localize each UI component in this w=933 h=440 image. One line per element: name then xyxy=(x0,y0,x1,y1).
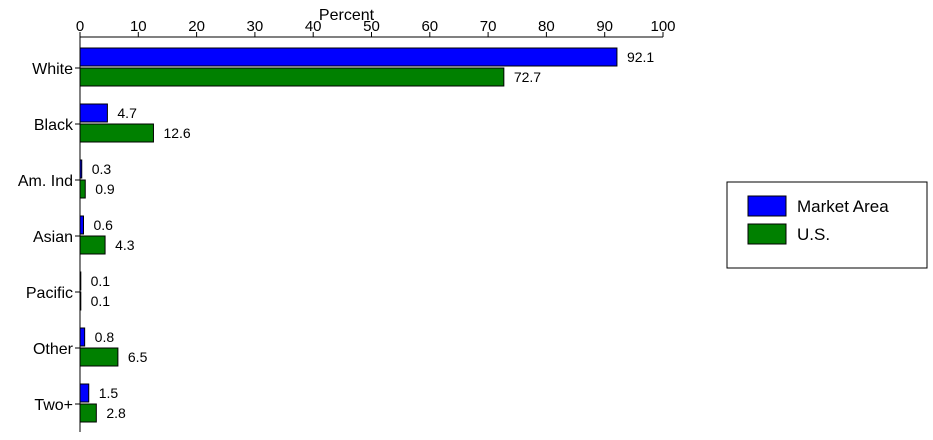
x-tick-label: 40 xyxy=(305,18,322,35)
category-label: Two+ xyxy=(34,397,73,414)
x-tick-label: 20 xyxy=(188,18,205,35)
bar-market-area xyxy=(79,103,108,123)
bar-us xyxy=(79,291,82,311)
bar-us xyxy=(79,347,119,367)
data-label: 0.6 xyxy=(93,217,113,233)
legend-label: U.S. xyxy=(797,225,830,244)
data-label: 0.8 xyxy=(95,329,115,345)
data-label: 0.1 xyxy=(91,273,111,289)
x-tick-label: 70 xyxy=(480,18,497,35)
x-tick-label: 100 xyxy=(650,18,675,35)
axis-layer: Percent 0 10 20 30 40 50 60 70 80 90 100 White Black A… xyxy=(18,7,676,432)
x-tick-label: 90 xyxy=(596,18,613,35)
x-tick-label: 10 xyxy=(130,18,147,35)
bar-market-area xyxy=(79,271,82,291)
x-tick-label: 0 xyxy=(76,18,84,35)
bar-market-area xyxy=(79,215,84,235)
legend-swatch xyxy=(747,195,787,217)
bar-us xyxy=(79,403,97,423)
category-label: White xyxy=(32,61,73,78)
x-tick-label: 80 xyxy=(538,18,555,35)
bar-us xyxy=(79,179,86,199)
x-tick-label: 50 xyxy=(363,18,380,35)
bar-market-area xyxy=(79,327,86,347)
data-label: 0.9 xyxy=(95,181,115,197)
data-label: 12.6 xyxy=(163,125,190,141)
bar-market-area xyxy=(79,47,618,67)
category-label: Asian xyxy=(33,229,73,246)
category-label: Pacific xyxy=(26,285,73,302)
data-label: 2.8 xyxy=(106,405,126,421)
data-label: 72.7 xyxy=(514,69,541,85)
bar-market-area xyxy=(79,383,90,403)
category-label: Am. Ind xyxy=(18,173,73,190)
legend: Market Area U.S. xyxy=(726,181,928,269)
legend-swatch xyxy=(747,223,787,245)
data-label: 4.7 xyxy=(117,105,137,121)
x-axis-label: Percent xyxy=(319,7,375,24)
x-tick-label: 60 xyxy=(421,18,438,35)
x-tick-label: 30 xyxy=(247,18,264,35)
bars-layer xyxy=(79,47,618,423)
labels-layer: 92.1 4.7 0.3 0.6 0.1 0.8 1.5 72.7 12.6 0.9 4.3 0.1 6… xyxy=(91,49,655,421)
category-label: Black xyxy=(34,117,74,134)
data-label: 6.5 xyxy=(128,349,148,365)
data-label: 0.1 xyxy=(91,293,111,309)
bar-us xyxy=(79,67,505,87)
bar-us xyxy=(79,235,106,255)
data-label: 1.5 xyxy=(99,385,119,401)
data-label: 92.1 xyxy=(627,49,654,65)
bar-market-area xyxy=(79,159,83,179)
category-label: Other xyxy=(33,341,74,358)
legend-label: Market Area xyxy=(797,197,889,216)
bar-us xyxy=(79,123,154,143)
data-label: 0.3 xyxy=(92,161,112,177)
data-label: 4.3 xyxy=(115,237,135,253)
